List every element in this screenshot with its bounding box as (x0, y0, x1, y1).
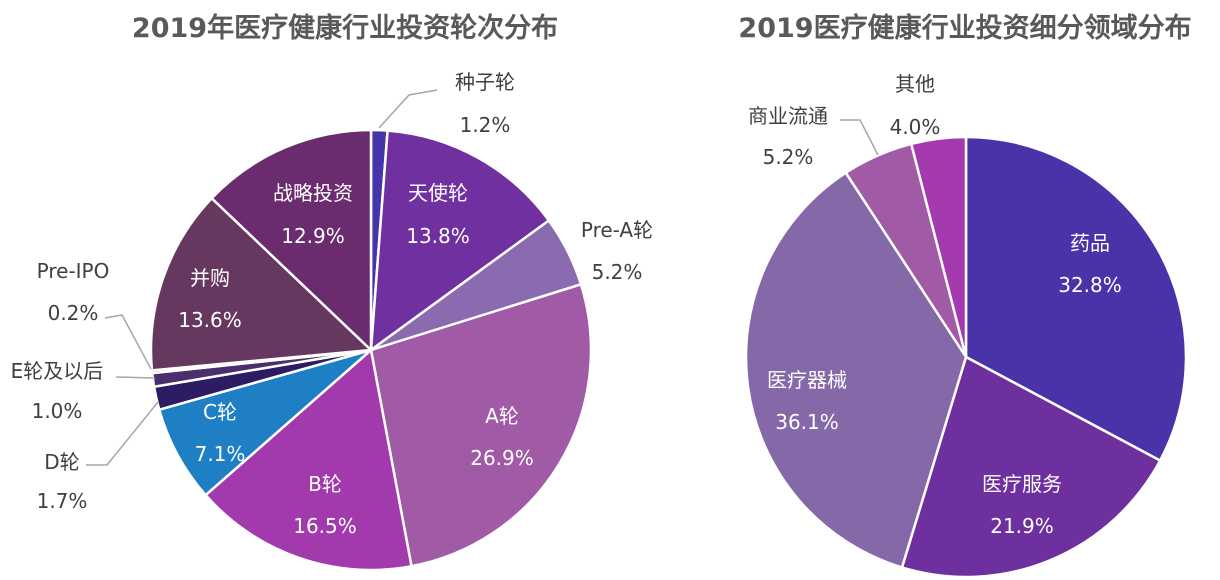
slice-label-1-3: 商业流通 (748, 104, 828, 128)
slice-value-0-2: 5.2% (592, 260, 643, 284)
slice-label-0-7: E轮及以后 (11, 359, 104, 383)
slice-value-0-1: 13.8% (406, 224, 470, 248)
segment-distribution-pie-chart: 2019医疗健康行业投资细分领域分布 药品 32.8% 医疗服务 21.9% 医疗器械 3… (738, 12, 1192, 579)
slice-value-1-3: 5.2% (763, 145, 814, 169)
slice-value-0-8: 0.2% (48, 301, 99, 325)
slice-value-0-7: 1.0% (32, 399, 83, 423)
chart-title-segments: 2019医疗健康行业投资细分领域分布 (738, 12, 1191, 44)
leader-line-0-6 (86, 401, 159, 466)
slice-label-0-0: 种子轮 (455, 70, 515, 94)
slice-label-0-1: 天使轮 (408, 181, 468, 205)
slice-label-0-8: Pre-IPO (37, 259, 110, 283)
pie-slice-1-1 (900, 355, 1162, 579)
slice-value-0-3: 26.9% (470, 446, 534, 470)
round-distribution-pie-chart: 2019年医疗健康行业投资轮次分布 种子轮 1.2% 天使轮 13.8% Pre-A轮 5… (11, 12, 653, 572)
slice-label-1-4: 其他 (895, 72, 935, 96)
pie-slice-0-1 (369, 129, 551, 352)
chart-title-rounds: 2019年医疗健康行业投资轮次分布 (132, 12, 558, 44)
slice-label-0-9: 并购 (190, 266, 230, 290)
slice-value-0-10: 12.9% (281, 224, 345, 248)
pie-slice-1-4 (910, 135, 968, 359)
slice-value-1-2: 36.1% (775, 410, 839, 434)
pie-slice-1-2 (744, 171, 968, 569)
slice-value-0-6: 1.7% (37, 489, 88, 513)
pie-slice-0-10 (210, 128, 373, 352)
pie-slice-0-9 (149, 197, 373, 372)
leader-line-1-3 (840, 119, 879, 156)
slice-value-0-9: 13.6% (178, 308, 242, 332)
slice-label-0-10: 战略投资 (273, 181, 353, 205)
pie-slice-1-0 (964, 135, 1188, 462)
slice-label-0-4: B轮 (308, 472, 342, 496)
leader-line-0-8 (104, 314, 152, 370)
slice-label-1-1: 医疗服务 (982, 472, 1062, 496)
pie-slice-0-3 (369, 283, 593, 568)
slice-value-1-0: 32.8% (1058, 273, 1122, 297)
slice-label-1-0: 药品 (1070, 231, 1110, 255)
leader-line-0-7 (115, 376, 156, 379)
slice-label-0-5: C轮 (203, 400, 237, 424)
slice-label-1-2: 医疗器械 (767, 368, 847, 392)
leader-line-0-0 (378, 89, 438, 129)
slice-value-1-1: 21.9% (990, 514, 1054, 538)
slice-value-0-4: 16.5% (293, 514, 357, 538)
slice-value-0-0: 1.2% (460, 113, 511, 137)
slice-label-0-6: D轮 (44, 450, 79, 474)
slice-value-1-4: 4.0% (890, 115, 941, 139)
slice-label-0-3: A轮 (485, 404, 519, 428)
slice-label-0-2: Pre-A轮 (581, 218, 653, 242)
pie-slice-0-4 (204, 348, 413, 572)
slice-value-0-5: 7.1% (195, 442, 246, 466)
